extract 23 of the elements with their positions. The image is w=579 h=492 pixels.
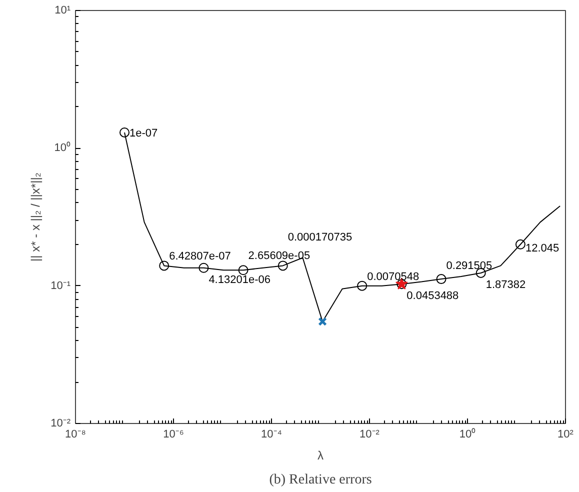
x-tick-label: 10²	[558, 428, 574, 440]
x-tick-label: 10⁻²	[360, 428, 380, 440]
y-tick-label: 10⁻¹	[50, 280, 71, 292]
x-tick-label: 10⁻⁴	[261, 428, 282, 440]
annotation: 1.87382	[486, 278, 526, 291]
annotation: 4.13201e-06	[208, 274, 270, 286]
y-tick-label: 10⁻²	[50, 418, 71, 430]
y-tick-label: 10⁰	[54, 141, 71, 154]
annotation: 0.000170735	[288, 232, 352, 244]
annotation: 6.42807e-07	[169, 250, 231, 263]
x-axis-title: λ	[318, 448, 324, 462]
annotation: 2.65609e-05	[248, 250, 310, 262]
text: (b) Relative errors	[269, 472, 372, 488]
annotation: 0.0070548	[367, 270, 420, 283]
annotation: 1e-07	[130, 127, 158, 140]
annotation: 12.045	[525, 242, 560, 254]
annotation: 0.291505	[446, 260, 492, 272]
x-tick-label: 10⁻⁶	[163, 428, 184, 440]
x-tick-label: 10⁰	[459, 428, 476, 440]
y-axis-title: || x* - x ||₂ / ||x*||₂	[28, 172, 43, 262]
x-tick-label: 10⁻⁸	[65, 428, 86, 440]
y-tick-label: 10¹	[54, 4, 71, 16]
annotation: 0.0453488	[406, 290, 459, 302]
